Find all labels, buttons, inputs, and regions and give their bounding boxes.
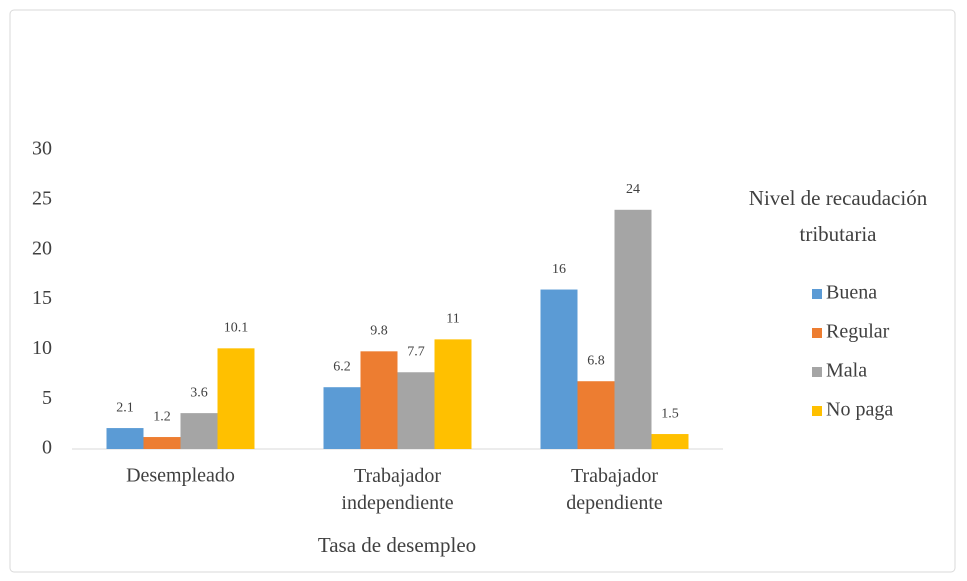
data-label: 2.1 bbox=[116, 400, 134, 415]
legend-swatch bbox=[812, 289, 822, 299]
legend-title: Nivel de recaudación tributaria bbox=[749, 186, 928, 246]
y-tick-label: 0 bbox=[42, 437, 52, 459]
data-label: 3.6 bbox=[190, 385, 208, 400]
legend-swatch bbox=[812, 328, 822, 338]
x-axis-title: Tasa de desempleo bbox=[318, 533, 476, 557]
data-label: 7.7 bbox=[407, 344, 425, 359]
bar bbox=[360, 351, 398, 449]
bar bbox=[143, 437, 181, 449]
x-tick-label: Desempleado bbox=[126, 465, 235, 487]
bar bbox=[106, 428, 144, 449]
legend-label: Buena bbox=[826, 282, 877, 304]
data-label: 1.5 bbox=[661, 406, 679, 421]
bar bbox=[577, 381, 615, 449]
data-label: 11 bbox=[446, 312, 459, 327]
y-tick-label: 30 bbox=[32, 138, 52, 160]
bar bbox=[217, 348, 255, 449]
legend-label: Regular bbox=[826, 321, 890, 343]
legend-label: No paga bbox=[826, 399, 893, 421]
legend-swatch bbox=[812, 367, 822, 377]
bar bbox=[540, 289, 578, 449]
data-label: 16 bbox=[552, 262, 566, 277]
bar bbox=[323, 387, 361, 449]
data-label: 10.1 bbox=[224, 321, 249, 336]
y-tick-label: 5 bbox=[42, 387, 52, 409]
bar bbox=[434, 339, 472, 449]
data-label: 24 bbox=[626, 182, 640, 197]
data-label: 1.2 bbox=[153, 409, 171, 424]
data-label: 6.2 bbox=[333, 359, 351, 374]
y-tick-label: 25 bbox=[32, 187, 52, 209]
x-tick-label: Trabajador dependiente bbox=[566, 465, 663, 514]
data-label: 6.8 bbox=[587, 353, 605, 368]
y-tick-label: 20 bbox=[32, 237, 52, 259]
legend-swatch bbox=[812, 406, 822, 416]
y-tick-label: 15 bbox=[32, 287, 52, 309]
bar bbox=[651, 434, 689, 449]
y-tick-label: 10 bbox=[32, 337, 52, 359]
data-label: 9.8 bbox=[370, 324, 388, 339]
bar bbox=[397, 372, 435, 449]
bar bbox=[180, 413, 218, 449]
bar bbox=[614, 209, 652, 449]
legend-label: Mala bbox=[826, 360, 867, 382]
x-tick-label: Trabajador independiente bbox=[341, 465, 453, 514]
